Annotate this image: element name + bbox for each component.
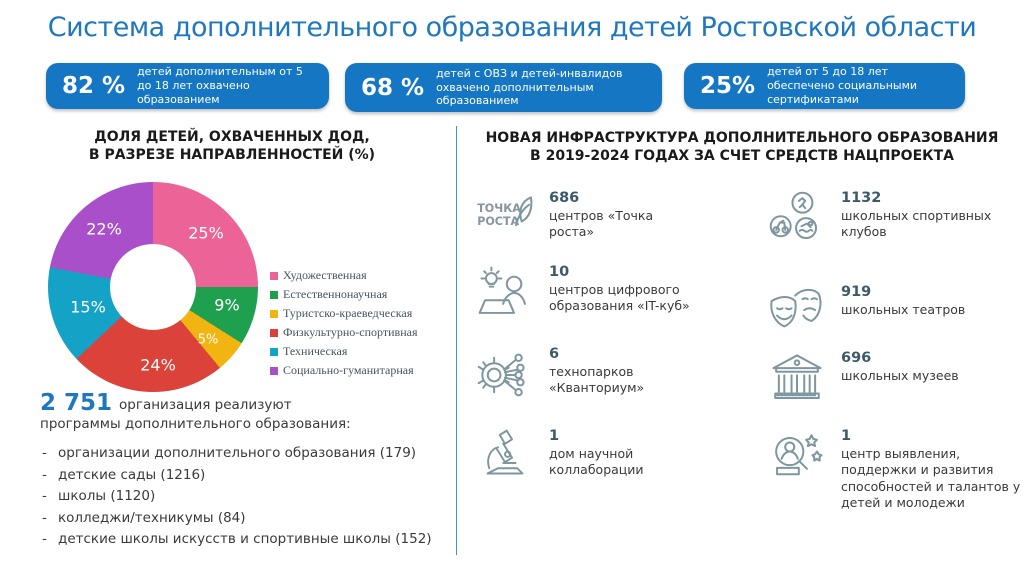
museum-building-icon: [766, 350, 828, 408]
stat-label: детей от 5 до 18 лет обеспечено социальн…: [767, 65, 918, 106]
sports-circles-icon: [766, 190, 828, 248]
organizations-count: 2 751: [40, 390, 113, 416]
svg-text:ТОЧКА: ТОЧКА: [477, 202, 521, 215]
stat-value: 82 %: [62, 73, 126, 99]
infra-item-theaters: 919 школьных театров: [766, 284, 1024, 338]
list-item: организации дополнительного образования …: [40, 444, 460, 464]
svg-text:РОСТА: РОСТА: [477, 215, 519, 228]
infra-item-sport-clubs: 1132 школьных спортивных клубов: [766, 190, 1024, 248]
legend-swatch: [270, 366, 278, 375]
stat-value: 68 %: [361, 74, 425, 101]
organizations-summary: 2 751 организация реализуют программы доп…: [40, 390, 351, 432]
tochka-rosta-logo-icon: ТОЧКА РОСТА: [474, 190, 536, 241]
talent-search-icon: [766, 428, 828, 511]
list-item: детские школы искусств и спортивные школ…: [40, 530, 460, 550]
infra-item-kvantorium: 6 технопарков «Кванториум»: [474, 346, 701, 404]
legend-item: Техническая: [270, 344, 417, 359]
legend-swatch: [270, 328, 278, 337]
slice-label: 15%: [70, 297, 106, 317]
stat-badge-ovz: 68 % детей с ОВЗ и детей-инвалидов охвач…: [345, 63, 662, 112]
legend-swatch: [270, 347, 278, 356]
legend-swatch: [270, 309, 278, 318]
person-laptop-idea-icon: [474, 264, 536, 322]
list-item: колледжи/техникумы (84): [40, 509, 460, 529]
gear-circuit-icon: [474, 346, 536, 404]
infra-item-science-house: 1 дом научной коллаборации: [474, 428, 701, 484]
legend-item: Физкультурно-спортивная: [270, 325, 417, 340]
stat-value: 25%: [700, 73, 756, 99]
legend-swatch: [270, 271, 278, 280]
infra-item-it-cube: 10 центров цифрового образования «IT-куб…: [474, 264, 701, 322]
slice-label: 22%: [86, 219, 122, 239]
slice-label: 24%: [140, 355, 176, 375]
infra-item-talent-center: 1 центр выявления, поддержки и развития …: [766, 428, 1024, 511]
legend-item: Естественнонаучная: [270, 287, 417, 302]
stat-label: детей с ОВЗ и детей-инвалидов охвачено д…: [436, 66, 623, 108]
vertical-divider: [456, 126, 457, 555]
stat-badge-certificates: 25% детей от 5 до 18 лет обеспечено соци…: [684, 63, 965, 109]
legend-item: Туристско-краеведческая: [270, 306, 417, 321]
list-item: детские сады (1216): [40, 466, 460, 486]
slice-label: 5%: [197, 332, 219, 348]
infra-item-tochka-rosta: ТОЧКА РОСТА 686 центров «Точка роста»: [474, 190, 701, 241]
legend-item: Художественная: [270, 268, 417, 283]
slice-label: 9%: [214, 295, 240, 315]
legend-swatch: [270, 290, 278, 299]
theater-masks-icon: [766, 284, 828, 338]
infra-item-museums: 696 школьных музеев: [766, 350, 1024, 408]
stat-badge-coverage: 82 % детей дополнительным от 5 до 18 лет…: [46, 63, 329, 109]
chart-legend: Художественная Естественнонаучная Турист…: [270, 268, 417, 382]
microscope-icon: [474, 428, 536, 484]
slice-label: 25%: [188, 223, 224, 243]
list-item: школы (1120): [40, 487, 460, 507]
donut-chart: 25% 9% 5% 24% 15% 22%: [48, 182, 258, 392]
page-title: Система дополнительного образования дете…: [47, 12, 977, 43]
legend-item: Социально-гуманитарная: [270, 363, 417, 378]
organizations-list: организации дополнительного образования …: [40, 444, 460, 552]
donut-hole: [110, 244, 196, 330]
stat-label: детей дополнительным от 5 до 18 лет охва…: [137, 65, 303, 106]
left-section-heading: ДОЛЯ ДЕТЕЙ, ОХВАЧЕННЫХ ДОД, В РАЗРЕЗЕ НА…: [88, 129, 376, 163]
right-section-heading: НОВАЯ ИНФРАСТРУКТУРА ДОПОЛНИТЕЛЬНОГО ОБР…: [485, 130, 999, 164]
